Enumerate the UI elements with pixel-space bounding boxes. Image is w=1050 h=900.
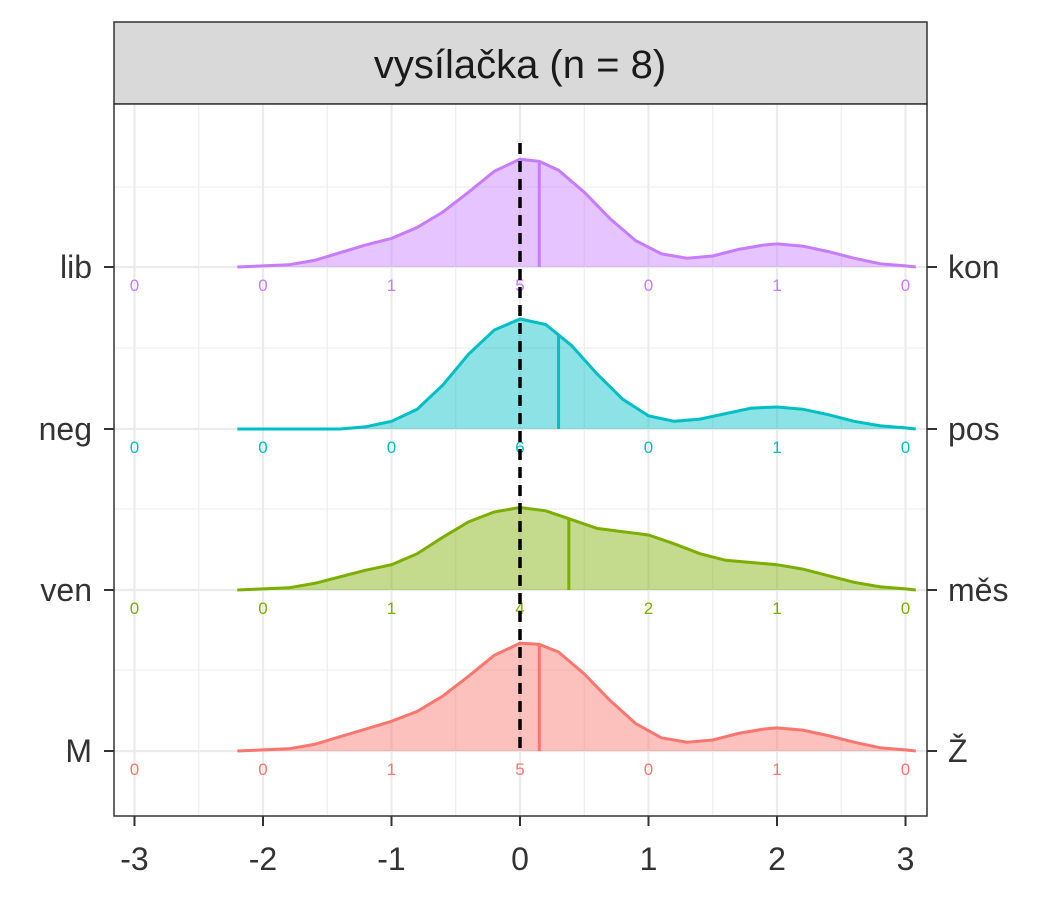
count-label: 1 — [772, 276, 781, 295]
ridge-area — [237, 507, 916, 590]
count-label: 0 — [258, 760, 267, 779]
count-label: 0 — [901, 760, 910, 779]
left-category-label: lib — [60, 249, 92, 285]
count-label: 4 — [515, 599, 524, 618]
ridge-area — [237, 643, 916, 751]
count-label: 0 — [644, 276, 653, 295]
left-category-label: ven — [40, 572, 92, 608]
ridge-line — [237, 505, 916, 592]
x-tick-label: -1 — [377, 841, 405, 877]
right-category-label: kon — [948, 249, 1000, 285]
ridge-line — [237, 641, 916, 753]
count-label: 0 — [130, 438, 139, 457]
left-category-label: neg — [39, 411, 92, 447]
x-tick-label: 0 — [511, 841, 529, 877]
count-label: 0 — [644, 438, 653, 457]
count-label: 1 — [772, 438, 781, 457]
facet-strip — [113, 21, 928, 105]
x-tick-label: 1 — [640, 841, 658, 877]
count-label: 0 — [130, 760, 139, 779]
x-tick-label: 2 — [768, 841, 786, 877]
count-label: 0 — [644, 760, 653, 779]
ridge-line — [237, 317, 916, 431]
count-label: 5 — [515, 276, 524, 295]
right-category-label: měs — [948, 572, 1008, 608]
count-label: 5 — [515, 760, 524, 779]
density-ridges — [237, 157, 916, 753]
right-category-label: Ž — [948, 733, 968, 769]
count-label: 0 — [130, 599, 139, 618]
count-label: 0 — [258, 599, 267, 618]
count-label: 2 — [644, 599, 653, 618]
count-labels: 0 0 1 5 0 1 0 0 0 1 4 2 1 0 0 0 0 6 0 1 0 0 0 1 5 0 1 0 — [130, 276, 910, 779]
count-label: 0 — [258, 438, 267, 457]
facet-title: vysílačka (n = 8) — [374, 43, 666, 87]
count-label: 0 — [901, 438, 910, 457]
count-label: 0 — [901, 276, 910, 295]
count-label: 1 — [387, 276, 396, 295]
ridge-line — [237, 157, 916, 269]
count-label: 0 — [130, 276, 139, 295]
x-tick-label: 3 — [897, 841, 915, 877]
count-label: 1 — [387, 599, 396, 618]
ridge-area — [237, 159, 916, 267]
count-label: 6 — [515, 438, 524, 457]
x-tick-label: -3 — [120, 841, 148, 877]
count-label: 0 — [901, 599, 910, 618]
count-label: 1 — [772, 760, 781, 779]
right-category-label: pos — [948, 411, 1000, 447]
count-label: 0 — [387, 438, 396, 457]
left-category-label: M — [65, 733, 92, 769]
count-label: 1 — [772, 599, 781, 618]
count-label: 1 — [387, 760, 396, 779]
count-label: 0 — [258, 276, 267, 295]
x-tick-label: -2 — [249, 841, 277, 877]
ridge-area — [237, 319, 916, 429]
